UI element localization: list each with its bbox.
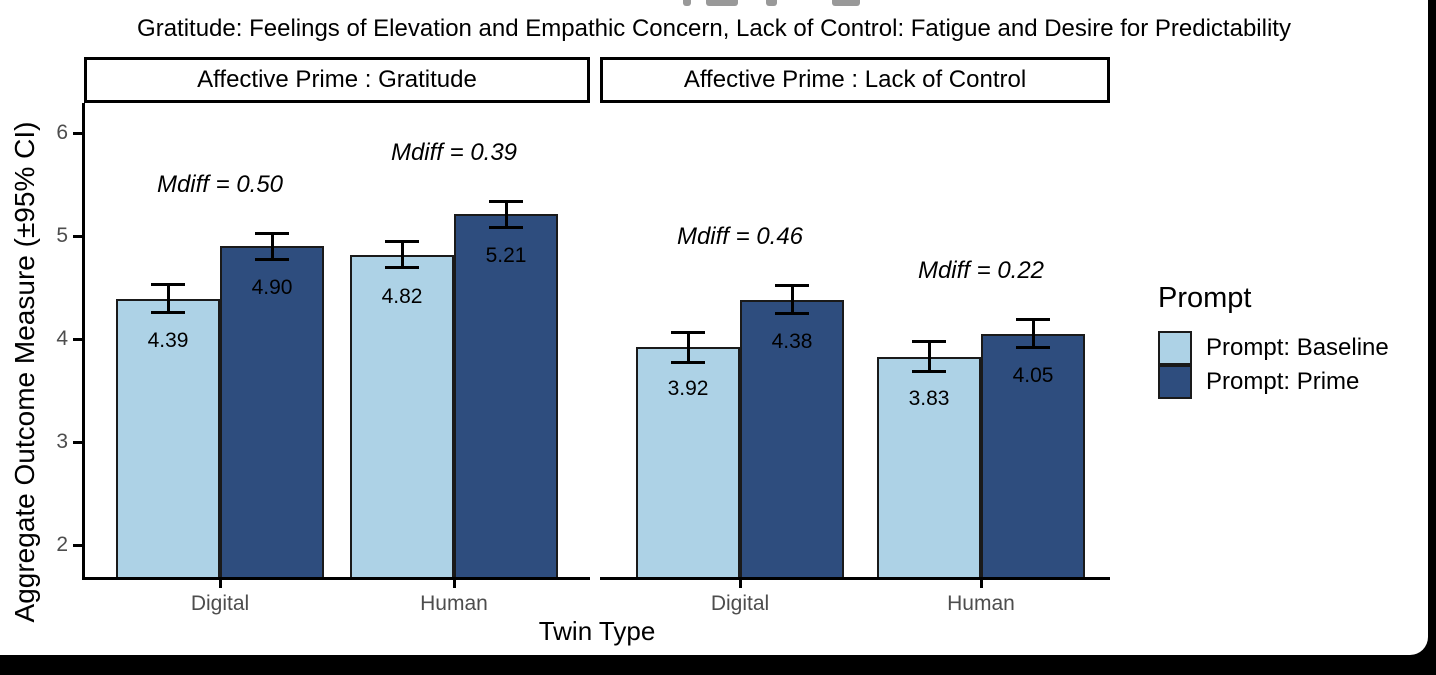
cropped-title-remnant (683, 0, 691, 6)
error-bar-line (401, 241, 404, 268)
error-bar-cap (255, 258, 289, 261)
error-bar-cap (489, 226, 523, 229)
error-bar-cap (151, 311, 185, 314)
x-tick (453, 580, 456, 588)
bar-human-baseline (877, 357, 981, 580)
error-bar-cap (912, 340, 946, 343)
cropped-title-remnant (832, 0, 860, 6)
bar-value-label: 5.21 (485, 244, 527, 267)
facet-strip-label: Affective Prime : Lack of Control (683, 66, 1027, 93)
bar-digital-baseline (636, 347, 740, 580)
legend-label: Prompt: Prime (1206, 368, 1360, 395)
bar-value-label: 4.82 (381, 285, 423, 308)
bar-value-label: 4.05 (1012, 364, 1054, 387)
y-tick-label: 4 (56, 327, 68, 350)
legend-swatch-baseline (1158, 331, 1192, 365)
legend-item-prime: Prompt: Prime (1158, 365, 1398, 399)
bar-digital-prime (220, 246, 324, 580)
error-bar-cap (385, 240, 419, 243)
legend-swatch-prime (1158, 365, 1192, 399)
error-bar-cap (151, 283, 185, 286)
y-tick (73, 544, 82, 547)
x-tick-label: Digital (710, 592, 770, 615)
cropped-title-remnant (706, 0, 738, 6)
legend: Prompt Prompt: Baseline Prompt: Prime (1158, 282, 1398, 399)
cropped-title-remnant (766, 0, 777, 6)
y-tick-label: 6 (56, 121, 68, 144)
y-tick-label: 2 (56, 533, 68, 556)
facet-strip-label: Affective Prime : Gratitude (197, 66, 477, 93)
error-bar-cap (1016, 318, 1050, 321)
error-bar-line (928, 341, 931, 372)
error-bar-line (1032, 319, 1035, 348)
error-bar-cap (912, 370, 946, 373)
legend-title: Prompt (1158, 282, 1252, 314)
x-axis-line (600, 577, 1110, 580)
chart-subtitle: Gratitude: Feelings of Elevation and Emp… (137, 15, 1291, 42)
x-tick-label: Digital (190, 592, 250, 615)
x-tick (739, 580, 742, 588)
mdiff-label: Mdiff = 0.39 (390, 139, 518, 166)
y-tick (73, 338, 82, 341)
error-bar-cap (385, 266, 419, 269)
bar-value-label: 3.83 (908, 387, 950, 410)
error-bar-line (167, 284, 170, 313)
bar-human-baseline (350, 255, 454, 580)
bar-digital-baseline (116, 299, 220, 580)
legend-item-baseline: Prompt: Baseline (1158, 331, 1398, 365)
y-tick-label: 5 (56, 224, 68, 247)
y-tick (73, 441, 82, 444)
error-bar-cap (489, 200, 523, 203)
error-bar-cap (671, 361, 705, 364)
bar-human-prime (981, 334, 1085, 580)
mdiff-label: Mdiff = 0.50 (156, 171, 284, 198)
bar-value-label: 4.39 (147, 329, 189, 352)
bar-value-label: 4.38 (771, 330, 813, 353)
error-bar-cap (1016, 346, 1050, 349)
error-bar-line (687, 332, 690, 363)
bar-human-prime (454, 214, 558, 580)
error-bar-line (271, 233, 274, 260)
bar-value-label: 4.90 (251, 276, 293, 299)
bar-value-label: 3.92 (667, 377, 709, 400)
x-tick (219, 580, 222, 588)
legend-label: Prompt: Baseline (1206, 334, 1389, 361)
error-bar-cap (775, 312, 809, 315)
x-axis-line (84, 577, 590, 580)
x-tick-label: Human (947, 592, 1015, 615)
y-tick-label: 3 (56, 430, 68, 453)
error-bar-line (505, 201, 508, 228)
mdiff-label: Mdiff = 0.46 (676, 223, 804, 250)
bar-digital-prime (740, 300, 844, 580)
x-tick-label: Human (420, 592, 488, 615)
error-bar-cap (775, 284, 809, 287)
x-axis-title: Twin Type (538, 616, 656, 646)
facet-strip-lack-of-control: Affective Prime : Lack of Control (600, 57, 1110, 103)
facet-strip-gratitude: Affective Prime : Gratitude (84, 57, 590, 103)
error-bar-cap (671, 331, 705, 334)
y-axis-title: Aggregate Outcome Measure (±95% CI) (9, 121, 40, 623)
y-tick (73, 235, 82, 238)
error-bar-cap (255, 232, 289, 235)
figure-canvas: Gratitude: Feelings of Elevation and Emp… (0, 0, 1428, 655)
x-tick (980, 580, 983, 588)
error-bar-line (791, 285, 794, 314)
mdiff-label: Mdiff = 0.22 (917, 257, 1045, 284)
y-axis-line (82, 103, 85, 580)
y-tick (73, 132, 82, 135)
